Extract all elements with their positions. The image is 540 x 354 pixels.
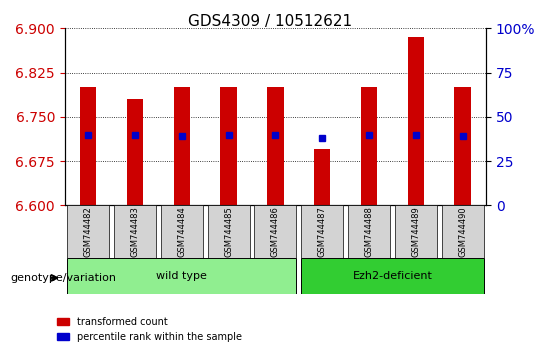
FancyBboxPatch shape: [301, 258, 484, 294]
Text: GSM744488: GSM744488: [364, 206, 374, 257]
FancyBboxPatch shape: [161, 205, 203, 258]
Bar: [267, 87, 284, 205]
Bar: [127, 99, 143, 205]
FancyBboxPatch shape: [395, 205, 437, 258]
Bar: [314, 149, 330, 205]
FancyBboxPatch shape: [442, 205, 484, 258]
Text: genotype/variation: genotype/variation: [11, 273, 117, 283]
Bar: [408, 37, 424, 205]
FancyBboxPatch shape: [207, 205, 249, 258]
Text: GSM744485: GSM744485: [224, 206, 233, 257]
FancyBboxPatch shape: [67, 258, 296, 294]
FancyBboxPatch shape: [67, 205, 109, 258]
FancyBboxPatch shape: [254, 205, 296, 258]
Bar: [361, 87, 377, 205]
FancyBboxPatch shape: [348, 205, 390, 258]
FancyBboxPatch shape: [301, 205, 343, 258]
FancyBboxPatch shape: [114, 205, 156, 258]
Text: Ezh2-deficient: Ezh2-deficient: [353, 271, 433, 281]
Text: GSM744483: GSM744483: [131, 206, 139, 257]
Bar: [455, 87, 471, 205]
Text: GSM744484: GSM744484: [177, 206, 186, 257]
Text: GSM744487: GSM744487: [318, 206, 327, 257]
Bar: [80, 87, 96, 205]
Bar: [220, 87, 237, 205]
Text: GSM744490: GSM744490: [458, 206, 467, 257]
Text: wild type: wild type: [157, 271, 207, 281]
Text: GSM744489: GSM744489: [411, 206, 420, 257]
Text: GSM744482: GSM744482: [84, 206, 93, 257]
Text: GSM744486: GSM744486: [271, 206, 280, 257]
Bar: [174, 87, 190, 205]
Text: GDS4309 / 10512621: GDS4309 / 10512621: [188, 14, 352, 29]
Legend: transformed count, percentile rank within the sample: transformed count, percentile rank withi…: [53, 313, 246, 346]
